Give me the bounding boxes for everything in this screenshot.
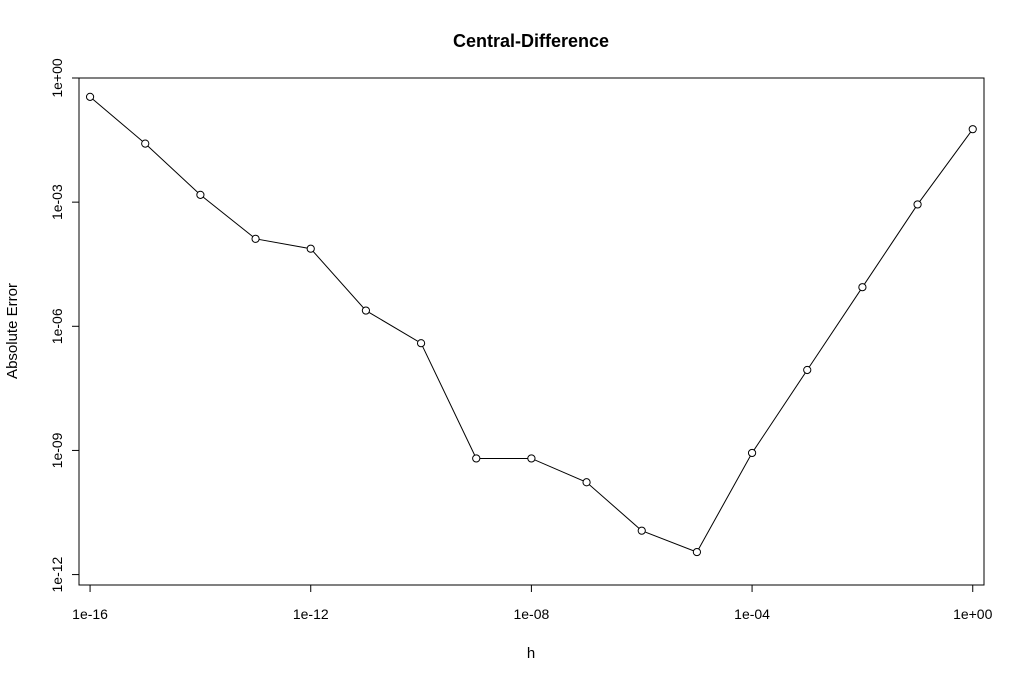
series-layer: [85, 92, 977, 557]
y-tick-label: 1e+00: [49, 58, 65, 98]
x-axis: 1e-16 1e-12 1e-08 1e-04 1e+00: [72, 585, 993, 622]
x-axis-label: h: [527, 645, 535, 662]
data-point: [692, 547, 702, 557]
y-tick-label: 1e-06: [49, 308, 65, 344]
data-point: [582, 478, 591, 487]
data-point: [637, 526, 646, 535]
data-point: [968, 125, 977, 134]
data-point: [747, 448, 757, 458]
x-tick-label: 1e+00: [953, 606, 993, 622]
x-tick-label: 1e-12: [293, 606, 329, 622]
data-point: [141, 139, 150, 148]
data-point: [858, 283, 867, 292]
data-point: [416, 339, 426, 348]
y-axis: 1e+00 1e-03 1e-06 1e-09 1e-12: [49, 58, 79, 592]
x-tick-label: 1e-08: [513, 606, 549, 622]
data-point: [472, 454, 481, 463]
y-tick-label: 1e-12: [49, 556, 65, 592]
y-tick-label: 1e-09: [49, 432, 65, 468]
x-tick-label: 1e-04: [734, 606, 770, 622]
x-tick-label: 1e-16: [72, 606, 108, 622]
plot-frame: [78, 77, 985, 586]
data-point: [251, 234, 260, 243]
chart-title: Central-Difference: [453, 31, 609, 51]
y-tick-label: 1e-03: [49, 184, 65, 220]
data-point: [803, 365, 812, 375]
data-point: [85, 92, 95, 101]
data-point: [361, 306, 371, 315]
data-point: [913, 200, 922, 209]
series-line: [89, 96, 974, 553]
data-point: [196, 190, 205, 199]
y-axis-label: Absolute Error: [4, 283, 21, 379]
data-point: [527, 454, 536, 463]
data-point: [306, 244, 315, 253]
